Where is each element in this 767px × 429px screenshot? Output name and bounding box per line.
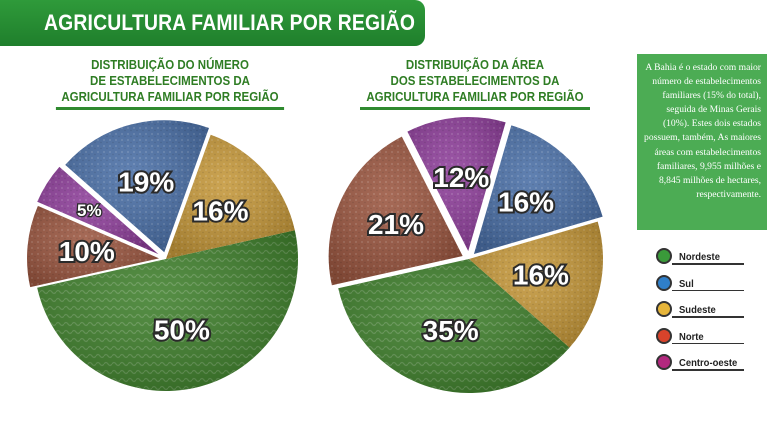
pie-slice-shade [328, 136, 463, 286]
chart-2-title-line: AGRICULTURA FAMILIAR POR REGIÃO [366, 90, 584, 104]
legend-label-sudeste: Sudeste [679, 304, 716, 316]
pie-label-sudeste: 16% [513, 260, 569, 291]
pie-slice-shade [166, 134, 295, 259]
pie-label-nordeste: 35% [423, 315, 479, 346]
chart-2-title-line: DISTRIBUIÇÃO DA ÁREA [405, 58, 545, 72]
pie-label-centro-oeste: 5% [77, 201, 102, 220]
pie-slice-shade [473, 125, 603, 255]
chart-1-title-rule [55, 107, 285, 110]
legend-item-nordeste: Nordeste [656, 248, 766, 275]
pie-label-sul: 19% [118, 166, 174, 197]
legend-swatch-sudeste [656, 301, 672, 317]
pie-slice-shade [65, 120, 209, 253]
chart-1-title-line: DE ESTABELECIMENTOS DA [90, 74, 250, 88]
pie-label-centro-oeste: 12% [433, 162, 489, 193]
legend-underline [672, 316, 744, 318]
legend-underline [672, 342, 744, 344]
legend-underline [672, 369, 744, 371]
legend-item-sudeste: Sudeste [656, 301, 766, 328]
legend-swatch-sul [656, 274, 672, 291]
chart-2-title-line: DOS ESTABELECIMENTOS DA [390, 74, 560, 88]
legend-swatch-norte [656, 327, 672, 344]
legend: Nordeste Sul Sudeste Norte Centro-oeste [656, 248, 766, 381]
legend-underline [672, 289, 744, 291]
legend-item-centro-oeste: Centro-oeste [656, 354, 766, 381]
pie-label-norte: 10% [59, 236, 115, 267]
pie-label-sul: 16% [498, 186, 554, 217]
legend-item-sul: Sul [656, 274, 766, 302]
pie-slice-shade [469, 221, 603, 348]
info-box: A Bahia é o estado com maior número de e… [637, 54, 767, 230]
legend-label-sul: Sul [679, 277, 694, 290]
pie-slice-shade [37, 230, 298, 392]
chart-1-title-line: AGRICULTURA FAMILIAR POR REGIÃO [61, 90, 279, 104]
chart-1-title-line: DISTRIBUIÇÃO DO NÚMERO [91, 58, 249, 72]
legend-item-norte: Norte [656, 327, 766, 355]
pie-label-norte: 21% [368, 209, 424, 240]
legend-swatch-nordeste [656, 248, 672, 264]
pie-chart-area: 35% 16% 16% 12% 21% [328, 117, 603, 393]
pie-slice-shade [407, 117, 506, 252]
legend-underline [672, 263, 744, 265]
page-title: AGRICULTURA FAMILIAR POR REGIÃO [44, 10, 416, 35]
pie-chart-establishments: 50% 16% 19% 5% 10% [27, 120, 298, 392]
pie-slice-shade [338, 259, 570, 393]
pie-slice-shade [27, 205, 160, 288]
pie-label-nordeste: 50% [154, 314, 210, 345]
legend-label-norte: Norte [679, 330, 704, 343]
title-banner: AGRICULTURA FAMILIAR POR REGIÃO [0, 0, 425, 46]
chart-1-title: DISTRIBUIÇÃO DO NÚMERO DE ESTABELECIMENT… [55, 57, 285, 110]
legend-label-centro-oeste: Centro-oeste [679, 357, 738, 369]
pie-label-sudeste: 16% [192, 195, 248, 226]
legend-swatch-centro-oeste [656, 354, 672, 370]
chart-2-title-rule [360, 107, 590, 110]
pie-slice-shade [37, 166, 159, 255]
chart-2-title: DISTRIBUIÇÃO DA ÁREA DOS ESTABELECIMENTO… [360, 57, 590, 110]
legend-label-nordeste: Nordeste [679, 251, 720, 263]
